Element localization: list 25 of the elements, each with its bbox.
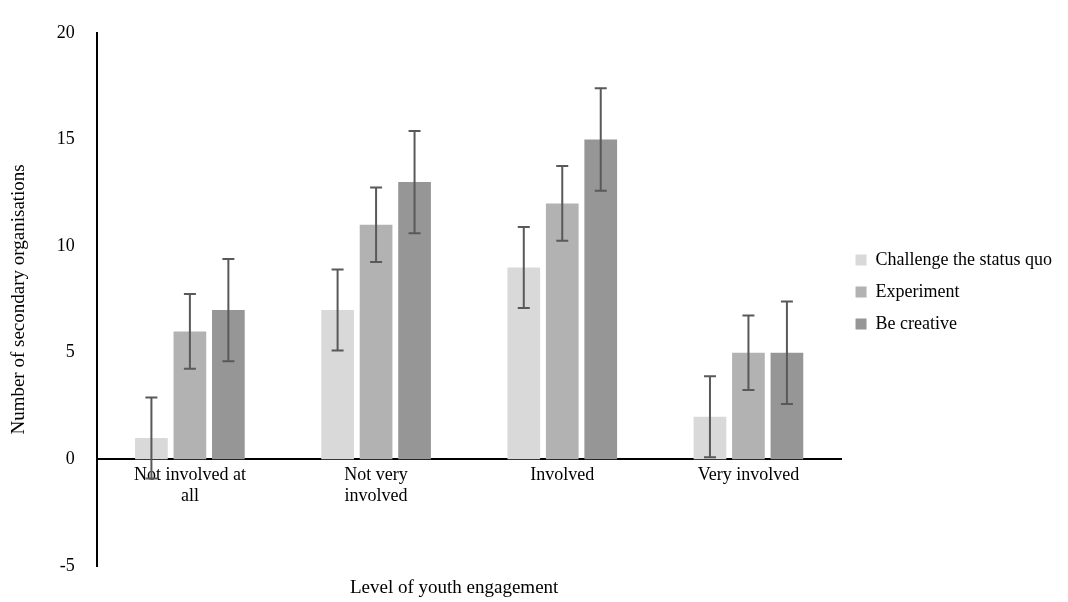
legend-label: Challenge the status quo [875,248,1052,269]
bar [398,182,431,460]
bar [545,203,579,460]
y-tick-label: 10 [56,234,75,255]
x-tick-label: Not very involved [344,464,408,506]
legend-label: Experiment [875,280,960,301]
y-axis-title: Number of secondary organisations [7,164,29,435]
y-tick-label: 5 [65,341,75,362]
y-tick-label: 0 [65,448,75,469]
legend-label: Be creative [875,312,957,333]
y-tick-label: -5 [59,554,75,575]
x-tick-label: Very involved [697,464,800,485]
y-tick-label: 15 [56,128,75,149]
bar [359,224,393,460]
bar [507,267,541,460]
bar [732,352,765,460]
bar [770,352,804,460]
x-axis-title: Level of youth engagement [349,575,560,597]
y-tick-label: 20 [56,21,75,42]
bar [173,331,207,460]
bar [321,310,354,460]
x-tick-label: Involved [530,464,595,485]
bar [212,310,245,460]
bar [584,139,618,460]
bar [135,438,168,460]
